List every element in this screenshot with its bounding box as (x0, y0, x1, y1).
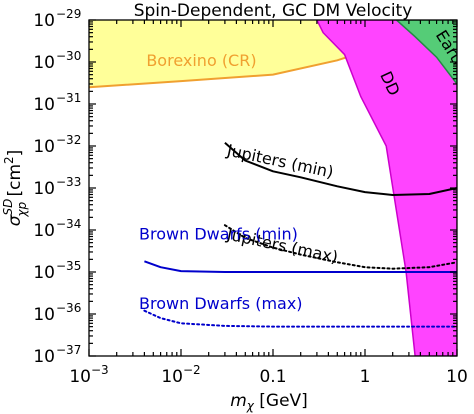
y-tick-exponent: −29 (56, 7, 81, 21)
annotation-borexino-cr: Borexino (CR) (146, 51, 256, 70)
y-axis-label-text: σSDχp [cm2] (1, 150, 29, 227)
y-tick-label: 10 (33, 179, 55, 199)
y-tick-label: 10 (33, 95, 55, 115)
y-tick-exponent: −33 (56, 175, 81, 189)
y-tick-label: 10 (33, 221, 55, 241)
x-axis-label-text: mχ [GeV] (230, 391, 308, 413)
y-tick-exponent: −32 (56, 133, 81, 147)
y-tick-exponent: −34 (56, 217, 81, 231)
series-jupiters-min (224, 141, 457, 196)
y-tick-exponent: −37 (56, 343, 81, 357)
x-tick-label: 10−2 (161, 363, 200, 387)
y-tick-exponent: −36 (56, 301, 81, 315)
y-tick-exponent: −30 (56, 49, 81, 63)
y-tick-label: 10 (33, 263, 55, 283)
y-tick-label: 10 (33, 137, 55, 157)
annotation-brown-dwarfs-min: Brown Dwarfs (min) (139, 224, 298, 243)
x-tick-label: 1 (360, 367, 371, 387)
series-layer (143, 141, 457, 328)
series-brown-dwarfs-max (143, 309, 457, 328)
y-tick-label: 10 (33, 11, 55, 31)
y-tick-exponent: −35 (56, 259, 81, 273)
y-axis-label: σSDχp [cm2] (1, 150, 29, 227)
series-jupiters-max (223, 224, 457, 270)
annotation-jupiters-min: Jupiters (min) (224, 140, 335, 181)
y-tick-label: 10 (33, 347, 55, 367)
y-tick-label: 10 (33, 305, 55, 325)
region-earth (395, 20, 457, 86)
x-tick-label: 10 (446, 367, 468, 387)
y-tick-exponent: −31 (56, 91, 81, 105)
x-axis-label: mχ [GeV] (230, 391, 308, 413)
y-tick-label: 10 (33, 53, 55, 73)
x-tick-label: 0.1 (259, 367, 286, 387)
x-tick-label: 10−3 (69, 363, 108, 387)
annotation-brown-dwarfs-max: Brown Dwarfs (max) (139, 294, 303, 313)
chart-title: Spin-Dependent, GC DM Velocity (134, 1, 413, 21)
series-brown-dwarfs-min (144, 260, 457, 273)
